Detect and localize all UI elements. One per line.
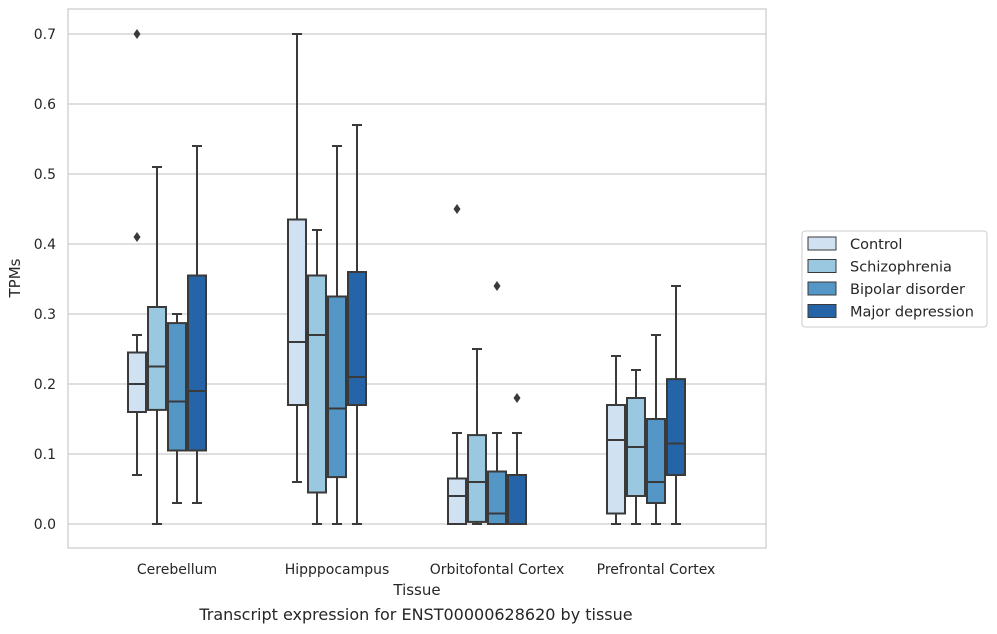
box-1-3 bbox=[447, 204, 467, 525]
box-4-1 bbox=[187, 145, 207, 504]
box bbox=[606, 404, 626, 515]
y-tick-label: 0.7 bbox=[34, 27, 56, 43]
box-2-1 bbox=[147, 166, 167, 525]
box bbox=[187, 274, 207, 452]
box-3-2 bbox=[327, 145, 347, 525]
box-3-4 bbox=[646, 334, 666, 525]
box-2-4 bbox=[626, 369, 646, 525]
box-2-3 bbox=[467, 348, 487, 525]
box-groups bbox=[127, 29, 686, 525]
box bbox=[347, 271, 367, 406]
box-2-2 bbox=[307, 229, 327, 525]
x-tick-label: Orbitofontal Cortex bbox=[430, 562, 565, 578]
box-3-3 bbox=[487, 281, 507, 525]
outlier-point bbox=[513, 393, 521, 403]
box bbox=[467, 434, 487, 523]
box bbox=[167, 322, 187, 452]
x-tick-label: Prefrontal Cortex bbox=[597, 562, 716, 578]
box-1-2 bbox=[287, 33, 307, 483]
y-tick-label: 0.0 bbox=[34, 517, 56, 533]
y-axis-label: TPMs bbox=[6, 258, 24, 298]
legend-swatch bbox=[807, 304, 837, 318]
legend-swatch bbox=[807, 236, 837, 251]
legend-swatch bbox=[807, 259, 837, 273]
box bbox=[147, 306, 167, 411]
outlier-point bbox=[453, 204, 461, 214]
box bbox=[507, 474, 527, 525]
legend-swatch bbox=[807, 281, 837, 296]
legend-label: Major depression bbox=[850, 305, 974, 321]
box bbox=[327, 295, 347, 479]
box-3-1 bbox=[167, 313, 187, 504]
y-tick-label: 0.1 bbox=[34, 447, 56, 463]
box bbox=[307, 274, 327, 494]
y-tick-labels: 0.0 0.1 0.2 0.3 0.4 0.5 0.6 0.7 bbox=[34, 27, 56, 533]
legend-label: Control bbox=[850, 237, 902, 253]
x-tick-label: Hipppocampus bbox=[285, 562, 390, 578]
x-tick-label: Cerebellum bbox=[137, 562, 217, 578]
box-4-4 bbox=[666, 285, 686, 525]
y-tick-label: 0.4 bbox=[34, 237, 56, 253]
legend-label: Bipolar disorder bbox=[850, 282, 965, 298]
box bbox=[287, 218, 307, 406]
box-1-4 bbox=[606, 355, 626, 525]
x-axis-label: Tissue bbox=[392, 581, 440, 599]
box bbox=[447, 477, 467, 525]
outlier-point bbox=[133, 232, 141, 242]
y-tick-label: 0.2 bbox=[34, 377, 56, 393]
y-tick-label: 0.5 bbox=[34, 167, 56, 183]
outlier-point bbox=[133, 29, 141, 39]
legend-label: Schizophrenia bbox=[850, 260, 952, 276]
figure-caption: Transcript expression for ENST0000062862… bbox=[199, 605, 633, 624]
y-tick-label: 0.3 bbox=[34, 307, 56, 323]
plot-frame bbox=[67, 8, 767, 549]
legend: Control Schizophrenia Bipolar disorder Majo… bbox=[801, 230, 988, 328]
box bbox=[127, 351, 147, 413]
box-4-2 bbox=[347, 124, 367, 525]
x-tick-labels: Cerebellum Hipppocampus Orbitofontal Corte… bbox=[137, 562, 715, 578]
y-tick-label: 0.6 bbox=[34, 97, 56, 113]
box bbox=[487, 470, 507, 525]
legend-frame bbox=[801, 230, 988, 328]
box bbox=[646, 418, 666, 504]
box-4-3 bbox=[507, 393, 527, 525]
outlier-point bbox=[493, 281, 501, 291]
box bbox=[666, 378, 686, 477]
box-1-1 bbox=[127, 29, 147, 476]
